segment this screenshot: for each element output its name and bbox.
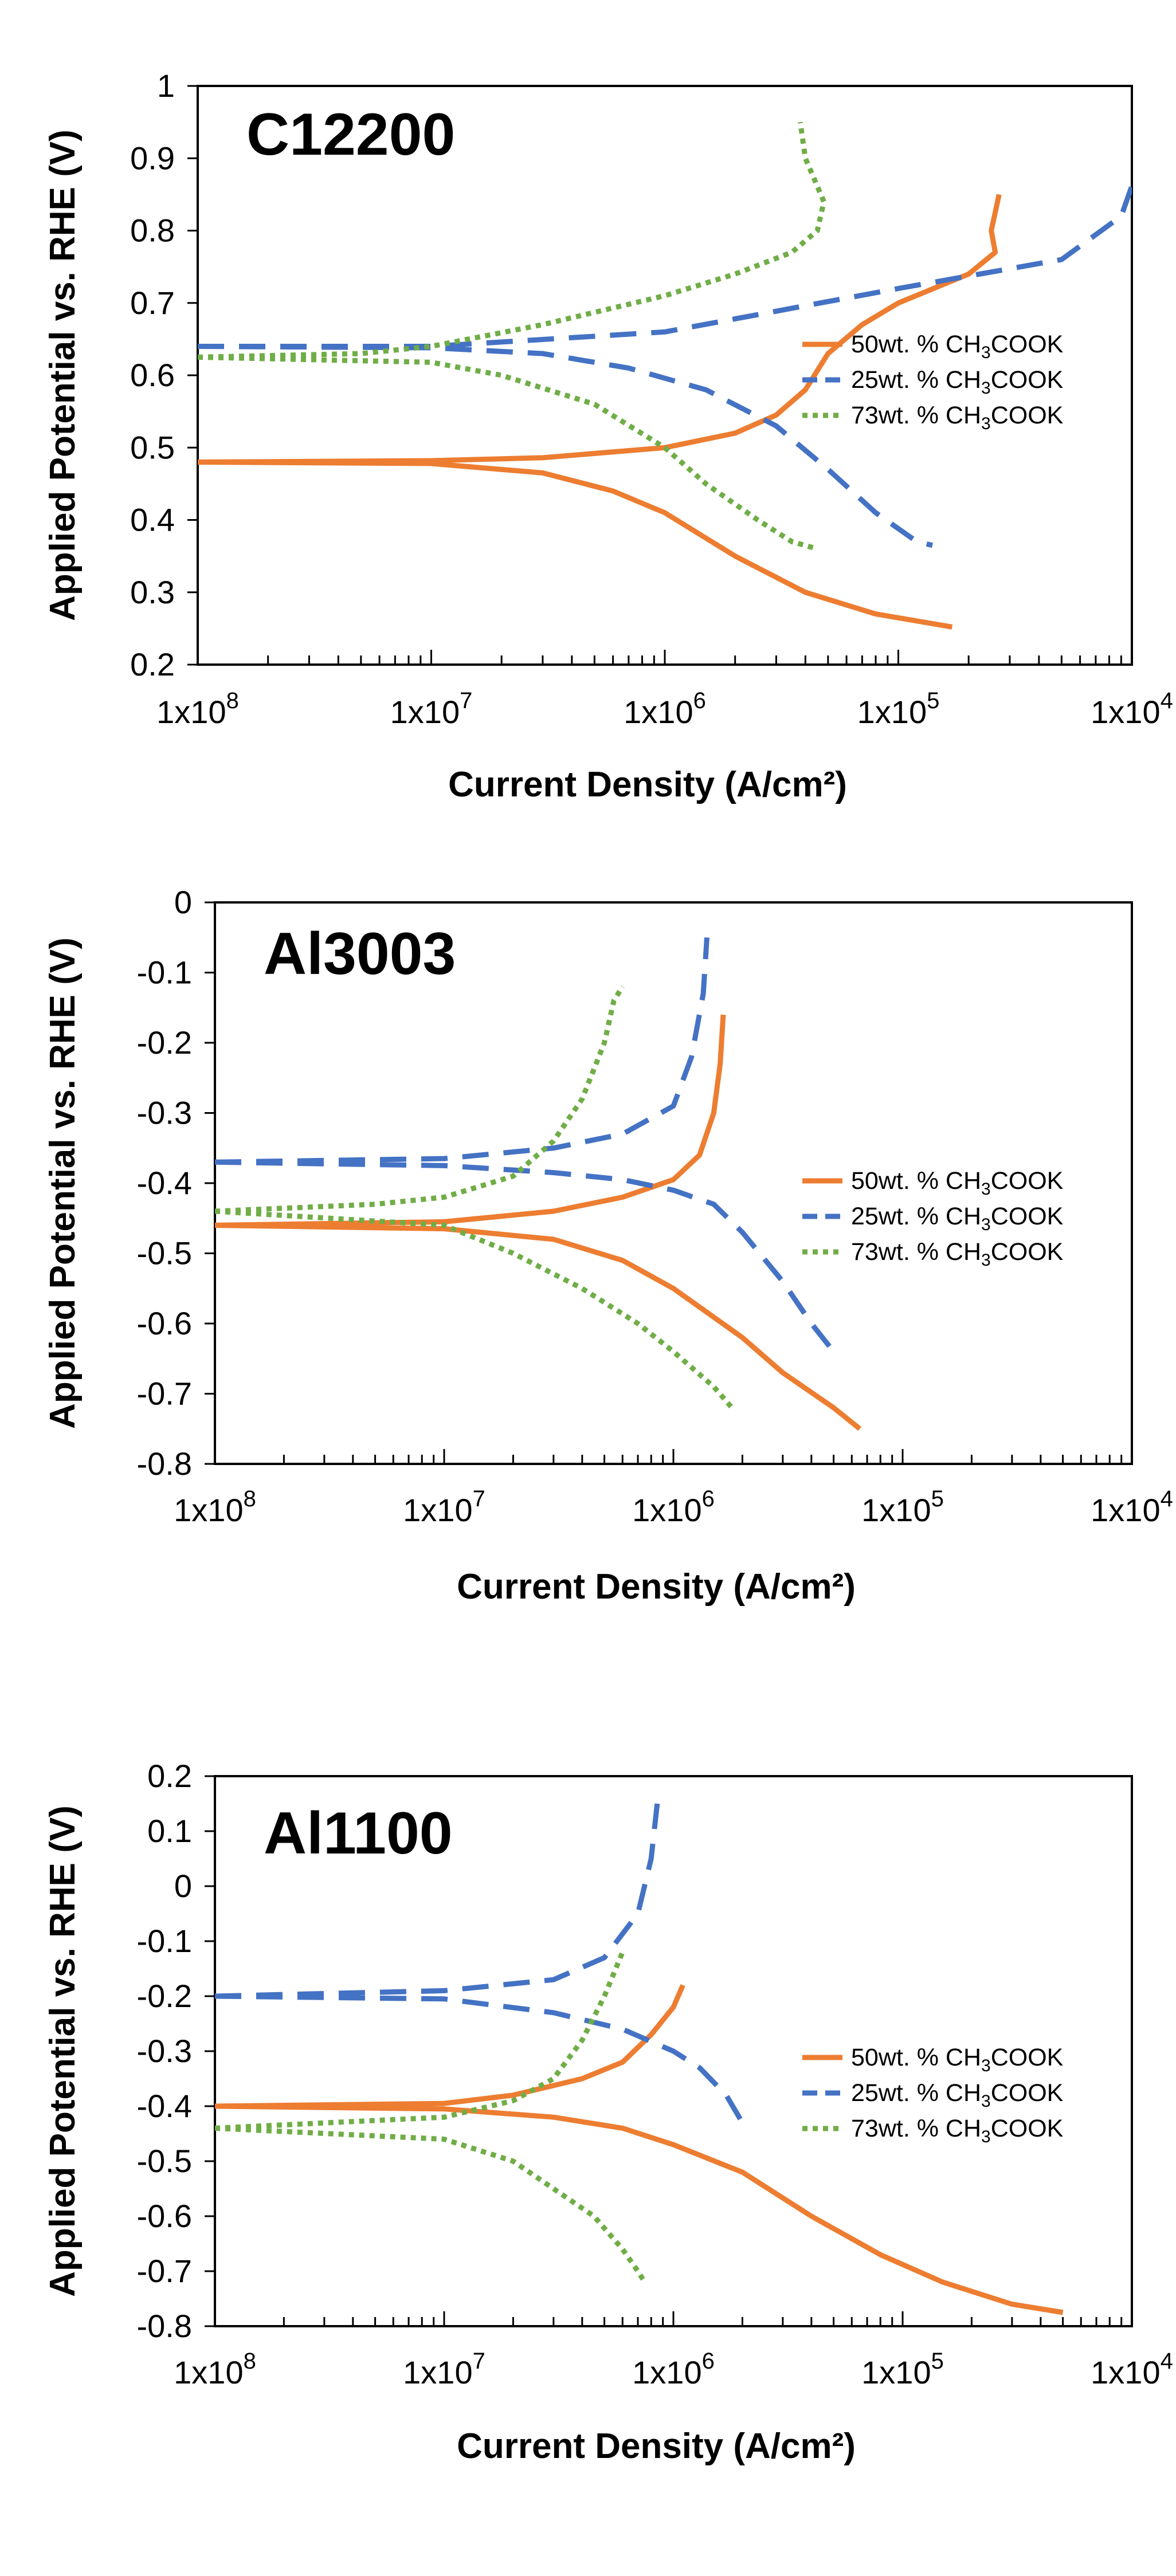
legend-label: 73wt. % CH3COOK [851,1238,1064,1270]
y-tick-label: 0.1 [147,1813,192,1849]
panel-title: Al3003 [264,921,456,987]
y-axis-title: Applied Potential vs. RHE (V) [43,1805,83,2297]
y-tick-label: -0.1 [137,1923,193,1959]
legend-label: 25wt. % CH3COOK [851,2079,1064,2111]
y-tick-label: 0.7 [130,285,175,321]
series-line-dotted [215,1951,625,2131]
x-tick-label: 1x107 [403,2349,485,2390]
y-tick-label: 0.2 [147,1758,192,1794]
series-line-dotted [215,985,625,1214]
series-line-dashed [215,1993,745,2125]
y-tick-label: 0.3 [130,574,175,610]
y-tick-label: -0.8 [137,2308,193,2344]
x-tick-label: 1x104 [1091,688,1173,730]
legend-label: 73wt. % CH3COOK [851,402,1064,433]
series-line-solid [215,1223,862,1431]
y-tick-label: -0.5 [137,1235,193,1271]
y-tick-label: 0.4 [130,502,175,538]
y-tick-label: 0.6 [130,357,175,393]
panel-title: C12200 [246,101,455,168]
x-tick-label: 1x105 [861,1486,944,1528]
x-tick-label: 1x107 [390,688,473,730]
x-axis-title: Current Density (A/cm²) [448,765,847,804]
legend: 50wt. % CH3COOK 25wt. % CH3COOK 73wt. % CH… [802,2044,1064,2146]
chart-al3003: 1x108 1x107 1x106 1x105 1x104 -0.8 -0.7 -0.6 -0.… [43,884,1173,1607]
series-line-dashed [215,1803,660,1999]
x-tick-label: 1x104 [1091,1486,1173,1528]
x-axis-title: Current Density (A/cm²) [457,2426,856,2466]
chart-c12200: 1x108 1x107 1x106 1x105 1x104 0.2 0.3 0.4 0.5 0.6… [43,68,1173,804]
y-tick-label: 0.2 [130,646,175,682]
y-tick-label: -0.1 [137,955,193,991]
series-line-dashed [215,1159,836,1353]
series-line-solid [198,194,1002,465]
series-line-dotted [198,354,818,552]
series-line-dotted [198,121,827,360]
y-axis-title: Applied Potential vs. RHE (V) [43,937,83,1429]
x-tick-label: 1x107 [403,1486,485,1528]
legend-label: 50wt. % CH3COOK [851,1167,1064,1199]
y-tick-label: -0.5 [137,2143,193,2179]
y-tick-label: -0.3 [137,2033,193,2069]
series-line-dotted [215,2125,647,2284]
y-tick-label: 1 [157,68,175,104]
legend-label: 73wt. % CH3COOK [851,2115,1064,2146]
y-axis-title: Applied Potential vs. RHE (V) [43,129,83,621]
x-tick-label: 1x104 [1091,2349,1173,2390]
y-tick-label: -0.6 [137,2198,193,2234]
y-tick-label: -0.4 [137,1165,193,1201]
legend-label: 25wt. % CH3COOK [851,366,1064,398]
y-tick-label: 0 [174,1868,192,1904]
y-tick-label: -0.7 [137,2253,193,2289]
x-tick-label: 1x108 [174,2349,256,2390]
x-tick-label: 1x106 [624,688,706,730]
legend-label: 50wt. % CH3COOK [851,2044,1064,2075]
x-axis-title: Current Density (A/cm²) [457,1567,856,1607]
y-tick-label: 0.8 [130,213,175,249]
x-tick-label: 1x106 [632,1486,715,1528]
x-tick-label: 1x108 [174,1486,256,1528]
series-line-dashed [198,344,934,548]
series-line-solid [198,460,953,630]
y-tick-label: -0.4 [137,2088,193,2124]
x-tick-label: 1x105 [861,2349,944,2390]
series-line-dotted [215,1208,734,1409]
y-tick-label: 0 [174,884,192,920]
y-tick-label: -0.2 [137,1024,193,1061]
legend-label: 50wt. % CH3COOK [851,331,1064,362]
legend: 50wt. % CH3COOK 25wt. % CH3COOK 73wt. % CH… [802,331,1064,433]
x-tick-label: 1x108 [156,688,239,730]
series-line-solid [215,2103,1064,2315]
series-line-dashed [215,937,709,1165]
panel-title: Al1100 [264,1800,453,1867]
series-line-solid [215,1984,685,2109]
series-line-dashed [198,178,1132,349]
y-tick-label: 0.5 [130,429,175,465]
series-line-solid [215,1014,726,1228]
y-tick-label: -0.3 [137,1095,193,1131]
y-tick-label: 0.9 [130,140,175,176]
legend-label: 25wt. % CH3COOK [851,1203,1064,1234]
y-tick-label: -0.7 [137,1376,193,1412]
y-tick-label: -0.8 [137,1446,193,1482]
y-tick-label: -0.2 [137,1978,193,2014]
x-tick-label: 1x106 [632,2349,715,2390]
legend: 50wt. % CH3COOK 25wt. % CH3COOK 73wt. % CH… [802,1167,1064,1270]
y-tick-label: -0.6 [137,1305,193,1341]
chart-al1100: 1x108 1x107 1x106 1x105 1x104 -0.8 -0.7 -0.6 -0.… [43,1758,1173,2466]
x-tick-label: 1x105 [857,688,940,730]
